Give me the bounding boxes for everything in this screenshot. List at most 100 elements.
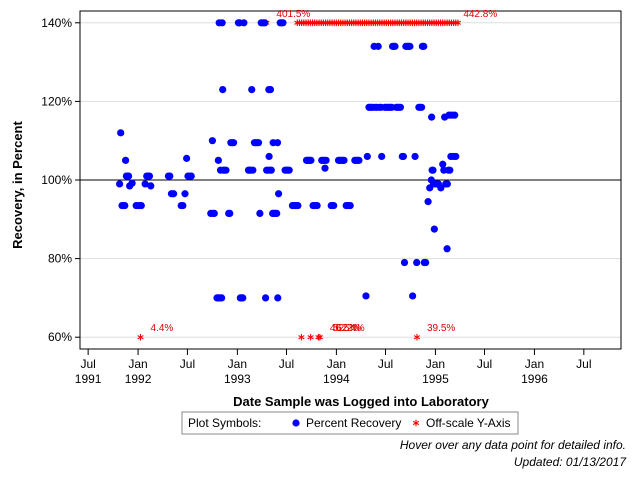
recovery-point [346,201,354,210]
x-tick-label-year: 1996 [521,372,548,386]
recovery-point [226,209,234,218]
offscale-marker-stroke [137,335,144,340]
recovery-point [249,166,257,174]
recovery-point [219,86,227,94]
offscale-label: 52.2% [333,323,361,334]
offscale-label: 46.5% [330,323,358,334]
y-tick-label: 80% [48,252,72,266]
recovery-point [121,156,130,164]
x-tick-label-month: Jan [228,357,247,371]
recovery-point [256,209,264,218]
recovery-point [261,294,270,302]
x-tick-label-year: 1991 [75,372,102,386]
offscale-marker-stroke [454,20,462,25]
recovery-point [437,184,445,192]
recovery-point [187,172,195,180]
recovery-point [274,294,282,302]
offscale-marker-stroke [412,420,420,426]
y-tick-label: 100% [41,173,72,187]
recovery-point [273,209,281,218]
recovery-point [181,190,189,198]
offscale-point [413,333,421,341]
recovery-point [409,292,417,300]
recovery-point [265,152,273,161]
recovery-point [239,294,247,302]
recovery-point [313,201,321,210]
recovery-point [355,156,363,164]
offscale-point [316,333,323,341]
recovery-point [411,152,419,161]
offscale-label: 401.5% [276,9,310,20]
recovery-markers [116,19,460,302]
recovery-point [285,166,293,174]
x-tick-label-year: 1994 [323,372,350,386]
recovery-point [279,19,287,27]
recovery-point [218,19,226,27]
recovery-point [294,201,302,210]
recovery-point [429,166,437,174]
recovery-point [273,139,282,147]
x-tick-label-month: Jan [525,357,544,371]
y-axis-ticks: 60% 80% 100% 120% 140% [41,16,80,344]
offscale-point [298,333,305,341]
recovery-point [145,172,154,180]
recovery-point [229,139,238,147]
recovery-point [222,166,230,174]
recovery-point [443,180,451,188]
legend-item-offscale: Off-scale Y-Axis [426,416,510,430]
recovery-point [170,190,178,198]
recovery-point [362,292,370,300]
legend-star-mark [412,419,420,427]
recovery-point [214,156,222,164]
offscale-marker-stroke [316,335,323,340]
offscale-label: 39.5% [427,323,455,334]
recovery-point [307,156,315,164]
x-tick-label-month: Jul [378,357,393,371]
x-tick-label-month: Jul [80,357,95,371]
recovery-point [420,42,428,50]
x-tick-label-month: Jan [426,357,445,371]
offscale-point [137,333,144,341]
recovery-point [218,294,226,302]
offscale-label: 442.8% [463,9,497,20]
recovery-point [430,225,438,233]
x-tick-label-month: Jul [180,357,195,371]
offscale-labels: 4.4% 401.5% 46.5%52.2%62.4% 39.5% 442.8% [151,9,498,334]
recovery-point [116,180,124,188]
recovery-point [451,111,459,119]
offscale-label: 62.4% [336,323,364,334]
legend-title: Plot Symbols: [188,416,261,430]
recovery-point [322,156,330,164]
recovery-point [117,129,125,137]
recovery-point [166,172,174,180]
recovery-point [275,190,283,198]
recovery-point [266,86,275,94]
recovery-point [208,137,217,145]
recovery-point [141,180,149,188]
legend-item-percent-recovery: Percent Recovery [306,416,401,430]
recovery-point [240,19,248,27]
recovery-point [261,19,269,27]
x-tick-label-month: Jan [128,357,147,371]
offscale-label: 4.4% [151,323,174,334]
offscale-marker-stroke [307,335,314,340]
recovery-point [400,258,409,267]
recovery-point [439,160,447,168]
recovery-point [424,198,432,206]
recovery-point [137,201,145,210]
recovery-point [267,166,275,174]
recovery-point [124,172,133,180]
recovery-point [374,42,382,50]
recovery-point [406,42,414,50]
y-axis-title: Recovery, in Percent [10,121,25,249]
recovery-point [363,152,371,161]
recovery-point [248,86,256,94]
offscale-markers [137,19,462,341]
y-tick-label: 60% [48,330,72,344]
recovery-point [128,179,136,187]
legend: Plot Symbols: Percent Recovery Off-scale… [181,411,519,435]
recovery-point [391,42,399,50]
recovery-point [330,201,338,210]
